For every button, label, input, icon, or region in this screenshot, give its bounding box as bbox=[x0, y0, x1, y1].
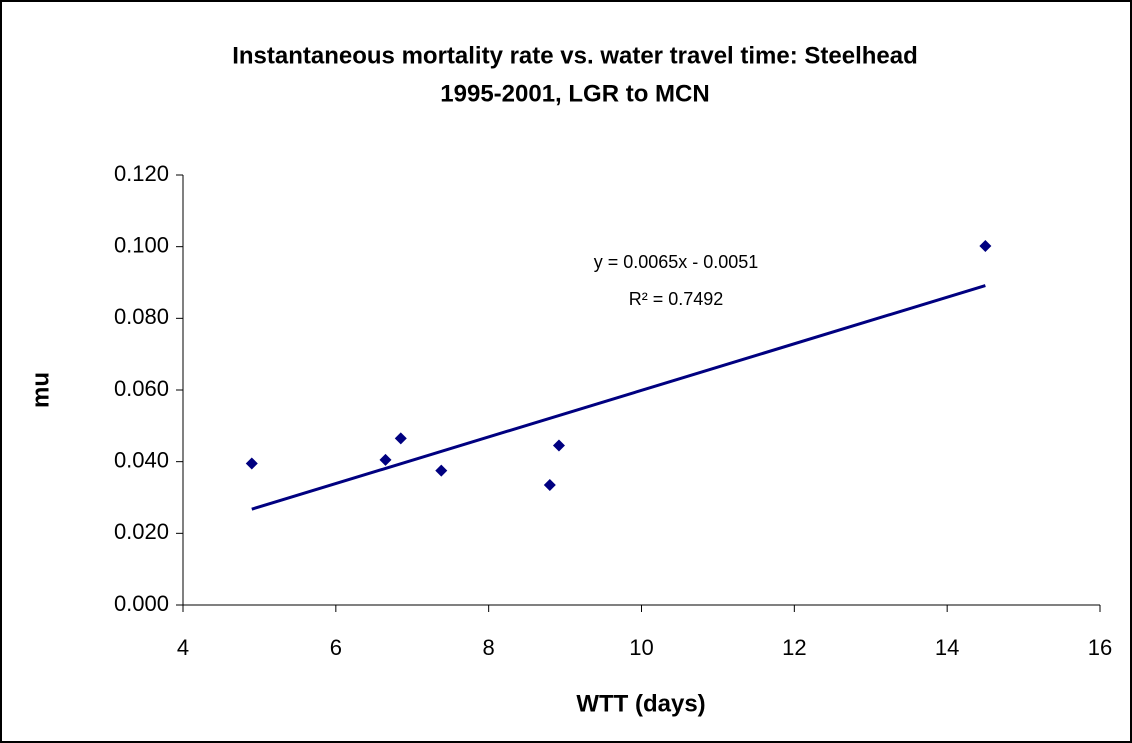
y-tick-label: 0.080 bbox=[114, 304, 169, 329]
chart-subtitle: 1995-2001, LGR to MCN bbox=[440, 80, 709, 107]
x-tick-label: 14 bbox=[935, 635, 959, 660]
chart-title: Instantaneous mortality rate vs. water t… bbox=[232, 42, 918, 69]
y-tick-label: 0.100 bbox=[114, 232, 169, 257]
x-tick-label: 16 bbox=[1088, 635, 1112, 660]
data-point bbox=[245, 457, 258, 470]
x-tick-label: 8 bbox=[483, 635, 495, 660]
y-tick-label: 0.120 bbox=[114, 161, 169, 186]
trendline bbox=[251, 284, 986, 511]
data-point bbox=[979, 239, 992, 252]
data-point bbox=[543, 478, 556, 491]
data-point bbox=[552, 439, 565, 452]
y-tick-label: 0.040 bbox=[114, 447, 169, 472]
x-axis-label: WTT (days) bbox=[576, 690, 705, 717]
trendline-r-squared: R² = 0.7492 bbox=[629, 289, 724, 309]
x-tick-label: 4 bbox=[177, 635, 189, 660]
data-point bbox=[379, 453, 392, 466]
y-tick-label: 0.000 bbox=[114, 591, 169, 616]
data-point bbox=[394, 432, 407, 445]
x-tick-label: 6 bbox=[330, 635, 342, 660]
y-tick-label: 0.020 bbox=[114, 519, 169, 544]
y-tick-label: 0.060 bbox=[114, 376, 169, 401]
x-tick-label: 12 bbox=[782, 635, 806, 660]
data-point bbox=[435, 464, 448, 477]
x-tick-label: 10 bbox=[629, 635, 653, 660]
y-axis-label: mu bbox=[27, 372, 54, 408]
trendline-equation: y = 0.0065x - 0.0051 bbox=[594, 252, 759, 272]
